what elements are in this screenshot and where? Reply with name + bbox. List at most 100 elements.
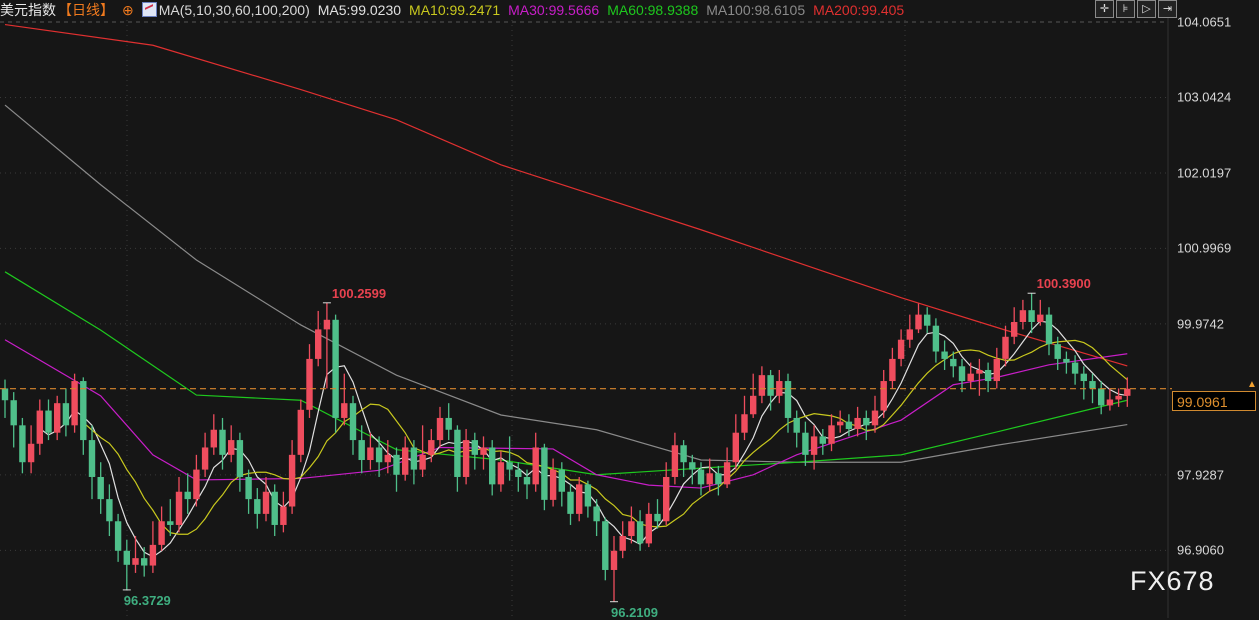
candle-body <box>349 403 357 441</box>
candle <box>880 369 887 418</box>
candle-body <box>584 484 592 507</box>
up-arrow-icon[interactable]: ▲ <box>1247 379 1257 390</box>
candle-body <box>741 414 748 433</box>
candle-body <box>932 325 940 352</box>
candle-body <box>114 521 122 551</box>
candle <box>845 414 853 437</box>
candle <box>1045 307 1053 356</box>
ma-indicator-label[interactable]: MA(5,10,30,60,100,200) <box>158 2 310 18</box>
candle <box>36 399 43 455</box>
candle <box>1019 299 1027 330</box>
candle-body <box>593 506 600 522</box>
candle <box>941 340 948 370</box>
candle-body <box>201 447 209 470</box>
candle-body <box>845 421 853 430</box>
candle-body <box>541 447 548 500</box>
candle-body <box>915 314 922 330</box>
watermark-logo: FX678 <box>1130 566 1215 596</box>
y-tick-label: 99.9742 <box>1177 316 1224 332</box>
y-tick-label: 104.0651 <box>1177 14 1232 30</box>
candle-body <box>654 513 661 522</box>
candle <box>984 362 992 393</box>
candle <box>97 462 104 514</box>
candle-body <box>184 491 191 500</box>
candle-body <box>1115 395 1122 400</box>
scroll-to-end-button[interactable]: ⇥ <box>1158 0 1177 18</box>
candle <box>332 314 339 433</box>
candle <box>810 425 818 470</box>
candle-body <box>1028 310 1035 323</box>
ma60-line <box>4 271 1128 476</box>
candle-body <box>1 388 9 401</box>
candle-body <box>471 440 478 455</box>
candle-body <box>715 473 722 485</box>
indicator-chart-icon[interactable] <box>141 2 157 17</box>
candle-body <box>924 314 931 326</box>
candle <box>593 499 600 537</box>
ma-value-ma200: MA200:99.405 <box>813 2 905 18</box>
candle <box>1028 293 1035 334</box>
candle <box>541 443 548 511</box>
candle-body <box>10 400 17 426</box>
candle <box>993 347 1000 389</box>
candle <box>1011 307 1018 345</box>
moving-average-lines <box>4 23 1128 558</box>
candle-body <box>88 440 96 477</box>
period-selector[interactable]: 【日线】 <box>58 2 114 18</box>
candle <box>549 458 557 507</box>
candle-body <box>1011 322 1018 337</box>
candle-body <box>280 506 287 525</box>
candle <box>628 506 635 544</box>
candle <box>367 432 374 470</box>
candle <box>828 414 835 452</box>
candle-body <box>306 358 313 410</box>
candle-body <box>19 425 26 463</box>
candle <box>445 403 452 441</box>
candle <box>132 536 139 573</box>
candle-body <box>750 395 757 415</box>
candle-body <box>854 417 861 430</box>
candle <box>323 302 331 389</box>
crosshair-button[interactable]: ✛ <box>1095 0 1114 18</box>
candle-body <box>297 409 304 455</box>
candle <box>454 425 461 492</box>
candle-body <box>680 445 687 463</box>
candle <box>419 425 426 477</box>
candle <box>750 373 757 418</box>
candle-body <box>871 410 879 426</box>
candle-body <box>793 417 800 433</box>
candle-body <box>123 550 130 565</box>
candle <box>706 458 713 492</box>
candle <box>436 406 444 448</box>
candle-body <box>810 436 818 455</box>
crosshair-circle-icon[interactable]: ⊕ <box>122 2 134 18</box>
y-tick-label: 103.0424 <box>1177 89 1232 105</box>
ma-value-ma100: MA100:98.6105 <box>706 2 806 18</box>
candle-body <box>393 454 400 475</box>
candle-body <box>419 454 426 470</box>
candle <box>428 429 435 463</box>
candle-body <box>175 491 183 525</box>
candle-body <box>645 513 652 544</box>
candle <box>280 491 287 533</box>
candle-body <box>62 403 70 426</box>
candle-body <box>837 421 844 426</box>
play-bars-button[interactable]: ▷ <box>1137 0 1156 18</box>
candle <box>149 521 157 573</box>
candle-body <box>506 462 513 470</box>
candle-body <box>497 462 505 485</box>
ma30-line <box>4 339 1128 489</box>
candle-body <box>27 443 35 463</box>
candle-body <box>1106 399 1114 406</box>
candle <box>532 432 539 492</box>
candle <box>610 536 618 602</box>
candle <box>193 454 200 507</box>
candle <box>680 440 687 477</box>
candle-body <box>549 469 557 500</box>
candle-body <box>71 381 78 426</box>
candle <box>515 462 522 492</box>
candle <box>723 447 731 489</box>
zoom-in-bars-button[interactable]: ⊧ <box>1116 0 1135 18</box>
candle-body <box>1124 388 1131 396</box>
